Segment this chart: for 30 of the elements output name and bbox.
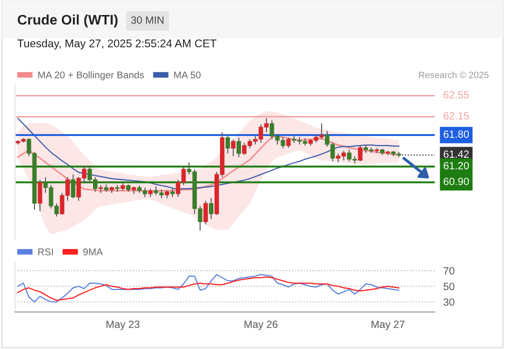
ref-line-label: 62.55	[444, 91, 469, 98]
candlestick	[236, 137, 241, 158]
candlestick	[358, 145, 362, 162]
y-tick-label: 50	[444, 282, 454, 290]
candlestick	[170, 187, 175, 198]
y-tick-label: 30	[444, 298, 454, 306]
candlestick	[286, 137, 291, 148]
candlestick	[38, 179, 42, 212]
legend-label: MA 50	[174, 71, 201, 78]
candlestick	[231, 138, 236, 157]
text: Research © 2025	[419, 72, 488, 78]
x-tick-label: May 26	[244, 320, 278, 330]
chart-subtitle: 30 MIN	[131, 16, 164, 24]
y-tick-label: 70	[444, 267, 454, 275]
ref-line-label: 61.20	[444, 162, 469, 170]
candlestick	[208, 198, 214, 220]
candlestick	[203, 200, 208, 225]
ref-line-label: 61.80	[444, 130, 469, 138]
legend-label: MA 20 + Bollinger Bands	[38, 71, 144, 80]
chart-title: Crude Oil (WTI)	[18, 14, 118, 28]
candlestick	[226, 134, 230, 154]
candlestick	[70, 174, 76, 199]
ref-line-label: 61.42	[444, 150, 469, 158]
text: Tuesday, May 27, 2025 2:55:24 AM CET	[17, 39, 216, 50]
x-tick-label: May 27	[372, 320, 404, 330]
legend-label: RSI	[38, 248, 53, 256]
ref-line-label: 60.90	[444, 178, 469, 186]
x-tick-label: May 23	[106, 320, 140, 330]
ref-line-label: 62.15	[444, 112, 469, 120]
legend-label: 9MA	[83, 248, 103, 256]
